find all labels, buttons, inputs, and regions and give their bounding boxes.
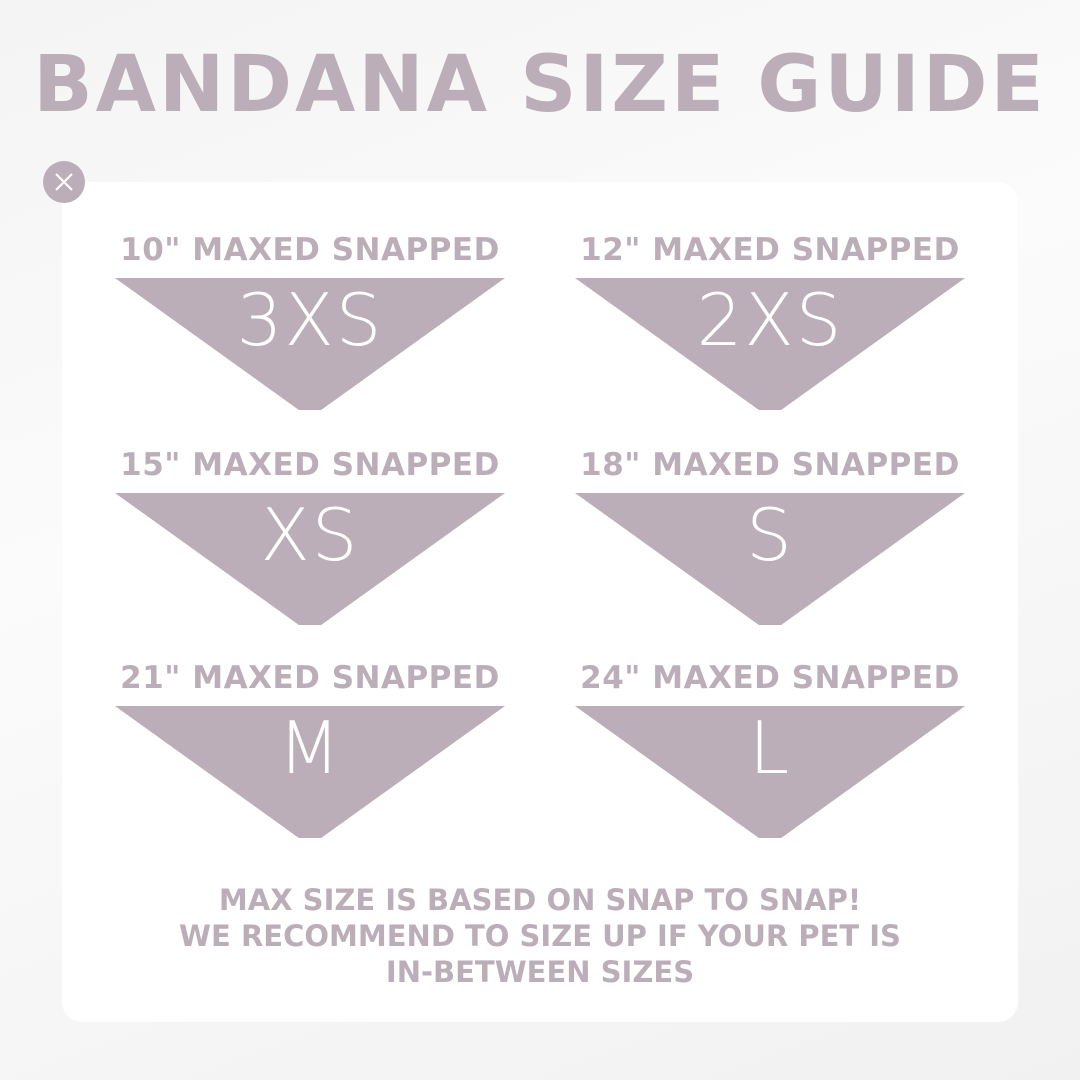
bandana-triangle: L [575,698,965,838]
close-icon [55,173,73,191]
size-measurement-label: 18" MAXED SNAPPED [580,447,960,483]
size-name: M [277,706,343,790]
page-title: BANDANA SIZE GUIDE [33,40,1047,130]
size-item: 12" MAXED SNAPPED 2XS [570,230,970,410]
footer-note: MAX SIZE IS BASED ON SNAP TO SNAP! WE RE… [62,882,1018,990]
bandana-triangle: 3XS [115,270,505,410]
size-measurement-label: 15" MAXED SNAPPED [120,447,500,483]
size-name: S [746,493,794,577]
footer-line-1: MAX SIZE IS BASED ON SNAP TO SNAP! [218,883,862,917]
footer-line-3: IN-BETWEEN SIZES [385,955,695,989]
size-item: 10" MAXED SNAPPED 3XS [110,230,510,410]
size-item: 24" MAXED SNAPPED L [570,658,970,838]
bandana-icon [575,278,965,410]
size-item: 21" MAXED SNAPPED M [110,658,510,838]
size-name: 2XS [696,278,844,362]
size-item: 15" MAXED SNAPPED XS [110,445,510,625]
size-item: 18" MAXED SNAPPED S [570,445,970,625]
size-measurement-label: 10" MAXED SNAPPED [120,232,500,268]
bandana-icon [575,493,965,625]
bandana-triangle: XS [115,485,505,625]
size-measurement-label: 12" MAXED SNAPPED [580,232,960,268]
bandana-icon [115,278,505,410]
size-measurement-label: 21" MAXED SNAPPED [120,660,500,696]
size-name: XS [260,493,360,577]
close-button[interactable] [43,161,85,203]
size-measurement-label: 24" MAXED SNAPPED [580,660,960,696]
bandana-icon [115,706,505,838]
bandana-triangle: S [575,485,965,625]
bandana-icon [115,493,505,625]
bandana-triangle: 2XS [575,270,965,410]
size-name: L [748,706,792,790]
size-name: 3XS [236,278,384,362]
footer-line-2: WE RECOMMEND TO SIZE UP IF YOUR PET IS [179,919,901,953]
bandana-icon [575,706,965,838]
bandana-triangle: M [115,698,505,838]
